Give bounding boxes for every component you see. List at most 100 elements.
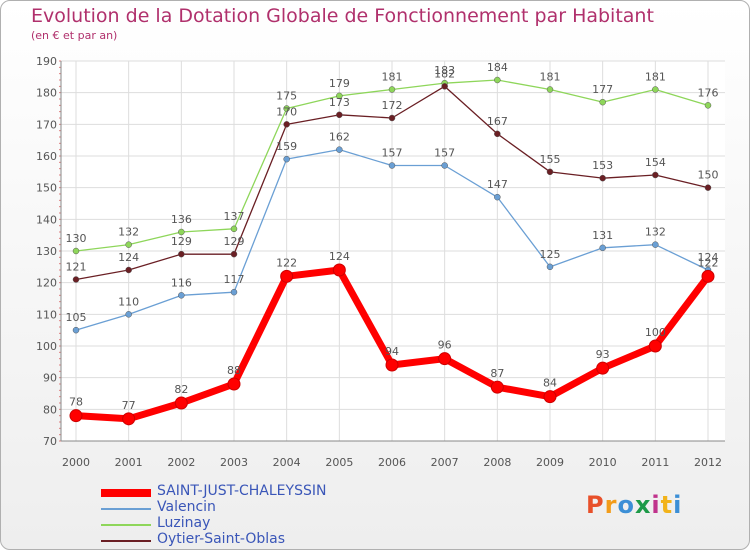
data-point	[122, 412, 136, 426]
data-label: 170	[276, 105, 297, 118]
data-point	[599, 98, 606, 106]
data-label: 132	[118, 226, 139, 239]
legend-label: Luzinay	[157, 515, 211, 531]
data-point	[332, 263, 346, 277]
data-label: 182	[434, 67, 455, 80]
data-label: 124	[329, 250, 350, 263]
data-point	[441, 83, 448, 90]
data-label: 132	[645, 226, 666, 239]
data-point	[704, 184, 712, 191]
data-point	[388, 86, 396, 93]
data-point	[283, 121, 290, 128]
data-point	[230, 288, 238, 296]
data-label: 181	[645, 71, 666, 84]
data-label: 162	[329, 131, 350, 144]
x-tick-label: 2008	[483, 456, 511, 469]
legend-swatch	[101, 489, 151, 497]
data-label: 96	[438, 339, 452, 352]
data-point	[438, 352, 452, 366]
data-label: 87	[490, 367, 504, 380]
data-label: 124	[698, 251, 719, 264]
data-label: 117	[224, 273, 245, 286]
data-point	[599, 174, 606, 182]
line-chart: 70 80 90 100 110 120 130 140 150 160 170 180 190 2000…	[36, 55, 725, 469]
legend-label: SAINT-JUST-CHALEYSSIN	[157, 483, 327, 499]
x-tick-label: 2012	[694, 456, 722, 469]
data-label: 157	[382, 147, 403, 160]
data-point	[599, 244, 606, 252]
data-point	[596, 361, 610, 375]
data-label: 94	[385, 345, 399, 358]
data-label: 122	[276, 256, 297, 269]
data-point	[494, 193, 501, 201]
y-tick-label: 190	[36, 55, 57, 68]
proxiti-logo: Proxiti	[586, 491, 683, 519]
y-tick-label: 180	[36, 87, 57, 100]
data-point	[652, 241, 659, 248]
x-tick-label: 2005	[325, 456, 353, 469]
data-label: 131	[592, 229, 613, 242]
data-point	[72, 247, 80, 255]
data-point	[178, 228, 185, 236]
data-label: 130	[66, 232, 87, 245]
data-point	[283, 105, 290, 112]
data-label: 100	[645, 326, 666, 339]
x-tick-label: 2009	[536, 456, 564, 469]
data-point	[652, 171, 659, 179]
x-tick-label: 2000	[62, 456, 90, 469]
data-point	[283, 155, 290, 163]
x-tick-label: 2010	[589, 456, 617, 469]
data-label: 105	[66, 311, 87, 324]
data-label: 116	[171, 276, 192, 289]
legend-swatch	[101, 524, 151, 526]
data-point	[701, 269, 715, 283]
y-tick-label: 140	[36, 213, 57, 226]
data-label: 77	[122, 399, 136, 412]
data-label: 172	[382, 99, 403, 112]
data-point	[546, 263, 554, 271]
data-point	[230, 250, 238, 258]
data-point	[125, 311, 132, 318]
data-point	[280, 269, 294, 283]
data-point	[125, 241, 132, 248]
data-point	[494, 76, 501, 84]
legend-swatch	[101, 508, 151, 510]
data-label: 136	[171, 213, 192, 226]
data-label: 175	[276, 90, 297, 103]
data-point	[385, 358, 399, 372]
chart-title: Evolution de la Dotation Globale de Fonc…	[31, 5, 654, 27]
x-tick-label: 2006	[378, 456, 406, 469]
data-point	[174, 396, 188, 410]
data-point	[388, 114, 396, 122]
data-point	[543, 390, 557, 404]
data-point	[336, 146, 343, 153]
data-label: 179	[329, 77, 350, 90]
x-tick-label: 2004	[273, 456, 301, 469]
legend-label: Oytier-Saint-Oblas	[157, 531, 286, 547]
y-tick-label: 70	[43, 435, 57, 448]
data-point	[230, 225, 238, 233]
data-label: 129	[224, 235, 245, 248]
y-tick-label: 100	[36, 340, 57, 353]
data-point	[494, 130, 501, 138]
data-point	[704, 102, 712, 109]
data-label: 121	[66, 261, 87, 274]
data-label: 150	[698, 169, 719, 182]
data-point	[69, 409, 83, 423]
data-label: 159	[276, 140, 297, 153]
data-point	[441, 162, 448, 169]
y-tick-label: 110	[36, 308, 57, 321]
data-label: 157	[434, 147, 455, 160]
data-label: 167	[487, 115, 508, 128]
data-label: 181	[382, 71, 403, 84]
data-point	[546, 168, 554, 176]
data-point	[546, 86, 554, 93]
x-tick-label: 2003	[220, 456, 248, 469]
x-tick-label: 2007	[431, 456, 459, 469]
data-label: 122	[698, 256, 719, 269]
data-label: 125	[540, 248, 561, 261]
data-label: 88	[227, 364, 241, 377]
data-label: 124	[118, 251, 139, 264]
x-tick-label: 2002	[167, 456, 195, 469]
